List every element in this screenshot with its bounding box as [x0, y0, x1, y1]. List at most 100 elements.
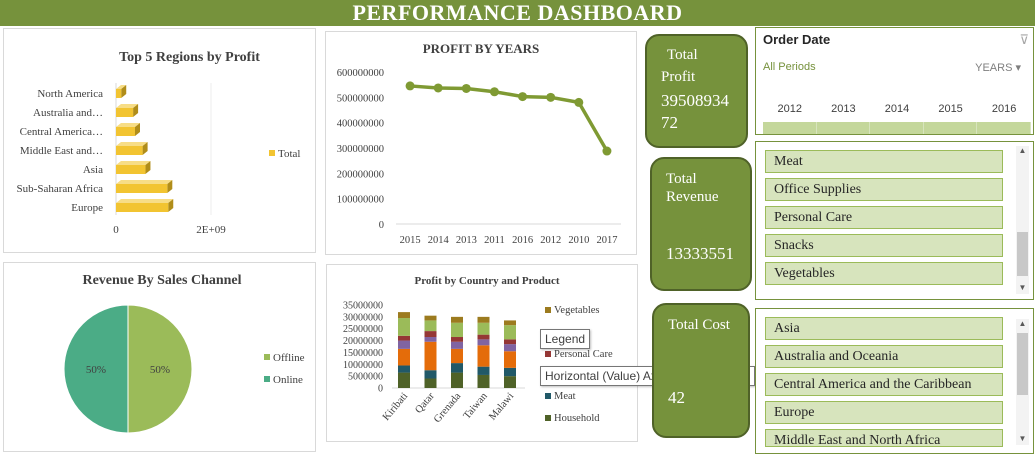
total-profit-label-1: Total [667, 47, 698, 63]
total-profit-label-2: Profit [661, 69, 696, 85]
pie-legend-swatch [264, 376, 270, 382]
order-date-slicer[interactable]: Order Date ⊽ All Periods YEARS ▾ 2012 20… [755, 27, 1034, 135]
years-x-tick: 2014 [428, 235, 450, 246]
profit-point [546, 92, 556, 102]
product-slicer-scrollbar[interactable]: ▲ ▼ [1016, 146, 1029, 294]
stack-y-tick: 10000000 [343, 360, 383, 371]
scrollbar-thumb[interactable] [1017, 333, 1028, 395]
scroll-down-icon[interactable]: ▼ [1018, 283, 1027, 292]
revenue-pie-chart[interactable]: 50% 50% Offline Online [4, 263, 317, 453]
timeline-year[interactable]: 2014 [884, 103, 910, 115]
pie-data-label: 50% [150, 364, 170, 376]
country-product-stacked-chart[interactable]: 0500000010000000150000002000000025000000… [327, 265, 639, 443]
legend-tooltip: Legend [540, 329, 591, 349]
slicer-item-europe[interactable]: Europe [765, 401, 1003, 424]
pie-legend-label: Online [273, 374, 303, 386]
stack-segment [477, 366, 490, 375]
slicer-item-asia[interactable]: Asia [765, 317, 1003, 340]
slicer-item-snacks[interactable]: Snacks [765, 234, 1003, 257]
revenue-channel-title: Revenue By Sales Channel [82, 273, 242, 288]
stack-segment [504, 344, 516, 352]
years-x-tick: 2015 [400, 235, 421, 246]
timeline-year[interactable]: 2016 [991, 103, 1017, 115]
revenue-channel-panel[interactable]: Revenue By Sales Channel 50% 50% Offline On… [3, 262, 316, 452]
regions-bar-chart[interactable]: Europe Sub-Saharan Africa Asia Middle East … [4, 29, 317, 254]
scrollbar-thumb[interactable] [1017, 232, 1028, 276]
stack-segment [398, 372, 410, 388]
stack-segment [398, 340, 410, 349]
profit-years-panel[interactable]: PROFIT BY YEARS 0 100000000 200000000 30000… [325, 31, 637, 255]
stack-y-tick: 20000000 [343, 336, 383, 347]
slicer-item-australia-oceania[interactable]: Australia and Oceania [765, 345, 1003, 368]
dashboard-title-bar: PERFORMANCE DASHBOARD [0, 0, 1035, 26]
total-revenue-label-2: Revenue [666, 189, 719, 205]
years-y-tick: 300000000 [337, 144, 384, 155]
total-cost-card: Total Cost 42 [652, 303, 750, 438]
stack-legend-label: Meat [554, 391, 576, 402]
slicer-item-personal-care[interactable]: Personal Care [765, 206, 1003, 229]
slicer-item-office-supplies[interactable]: Office Supplies [765, 178, 1003, 201]
stack-legend-label: Vegetables [554, 305, 599, 316]
scroll-up-icon[interactable]: ▲ [1018, 146, 1027, 155]
region-bar-side [133, 104, 139, 117]
stack-legend-swatch [545, 393, 551, 399]
timeline-years: 2012 2013 2014 2015 2016 [763, 103, 1031, 115]
region-slicer-scrollbar[interactable]: ▲ ▼ [1016, 319, 1029, 445]
region-tick-label: Australia and… [33, 107, 103, 119]
timeline-year[interactable]: 2015 [938, 103, 963, 115]
stack-x-tick: Grenada [432, 391, 464, 426]
regions-legend-swatch [269, 150, 275, 156]
regions-x-tick: 0 [113, 224, 119, 236]
timeline-selection-bar[interactable] [763, 122, 1031, 134]
slicer-item-central-america[interactable]: Central America and the Caribbean [765, 373, 1003, 396]
scroll-down-icon[interactable]: ▼ [1018, 434, 1027, 443]
profit-point [405, 81, 415, 91]
years-x-tick: 2010 [568, 235, 589, 246]
stack-segment [398, 318, 410, 336]
stack-segment [424, 378, 437, 388]
pie-legend-swatch [264, 354, 270, 360]
profit-point [574, 97, 584, 107]
profit-point [461, 83, 471, 93]
timeline-year[interactable]: 2012 [777, 103, 803, 115]
time-level-dropdown[interactable]: YEARS ▾ [975, 61, 1021, 74]
profit-years-line-chart[interactable]: 0 100000000 200000000 300000000 400000000 500… [326, 32, 638, 256]
stack-y-tick: 5000000 [348, 372, 383, 383]
stack-segment [504, 339, 516, 345]
regions-chart-panel[interactable]: Top 5 Regions by Profit Europe Sub-Sahara… [3, 28, 316, 253]
region-bar [116, 108, 134, 117]
slicer-item-meat[interactable]: Meat [765, 150, 1003, 173]
stack-segment [398, 365, 410, 373]
region-bar-side [167, 180, 173, 193]
country-product-title: Profit by Country and Product [414, 275, 560, 287]
years-y-tick: 500000000 [337, 93, 384, 104]
stack-legend-swatch [545, 307, 551, 313]
region-tick-label: Central America… [20, 126, 103, 138]
region-bar-top [116, 104, 139, 108]
years-x-tick: 2013 [456, 235, 477, 246]
profit-years-title: PROFIT BY YEARS [422, 41, 540, 56]
profit-line [409, 84, 609, 152]
region-slicer[interactable]: Asia Australia and Oceania Central Ameri… [755, 308, 1034, 454]
region-bar-top [116, 199, 174, 203]
stack-segment [477, 374, 490, 388]
time-level-label: YEARS [975, 62, 1013, 74]
chevron-down-icon: ▾ [1015, 62, 1021, 74]
total-profit-value: 3950893472 [661, 91, 729, 132]
country-product-panel[interactable]: Profit by Country and Product 0 5000000 10… [326, 264, 638, 442]
scroll-up-icon[interactable]: ▲ [1018, 319, 1027, 328]
region-tick-label: Sub-Saharan Africa [17, 183, 104, 195]
stack-segment [424, 320, 437, 332]
slicer-item-vegetables[interactable]: Vegetables [765, 262, 1003, 285]
region-bar [116, 89, 122, 98]
clear-filter-icon[interactable]: ⊽ [1019, 32, 1029, 47]
product-slicer[interactable]: Meat Office Supplies Personal Care Snack… [755, 141, 1034, 300]
slicer-item-middle-east[interactable]: Middle East and North Africa [765, 429, 1003, 447]
timeline-year[interactable]: 2013 [831, 103, 856, 115]
stack-segment [424, 341, 437, 371]
years-x-tick: 2017 [596, 235, 617, 246]
stack-segment [504, 351, 516, 368]
region-bar-side [142, 142, 148, 155]
pie-legend-label: Offline [273, 352, 305, 364]
stack-segment [504, 367, 516, 377]
